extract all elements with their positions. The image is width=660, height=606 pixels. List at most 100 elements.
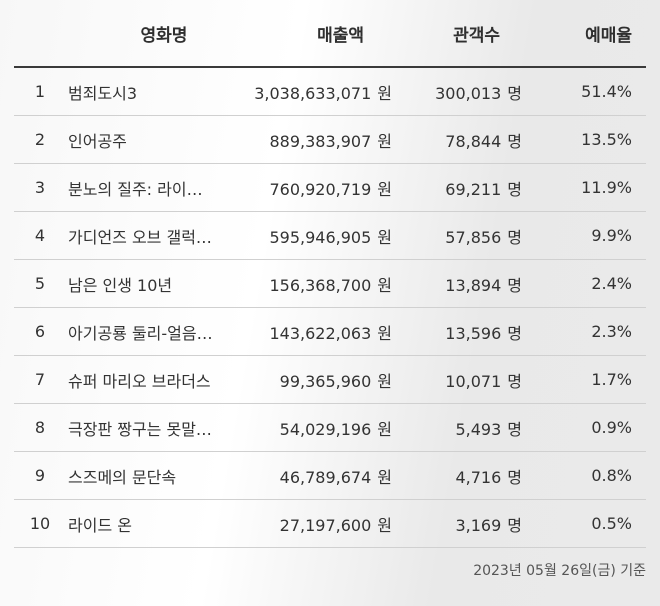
audience-cell: 4,716 명 — [394, 451, 524, 500]
rank-cell: 3 — [14, 163, 64, 212]
rank-cell: 2 — [14, 115, 64, 164]
table-body: 1 범죄도시3 3,038,633,071 원 300,013 명 51.4% 2 인어공주 88… — [14, 67, 646, 548]
table-row[interactable]: 4 가디언즈 오브 갤럭… 595,946,905 원 57,856 명 9.9% — [14, 211, 646, 260]
rank-cell: 5 — [14, 259, 64, 308]
header-sales: 매출액 — [244, 0, 394, 68]
audience-value: 300,013 — [435, 83, 502, 103]
movie-title[interactable]: 인어공주 — [64, 115, 244, 164]
people-unit: 명 — [507, 323, 522, 343]
table-row[interactable]: 2 인어공주 889,383,907 원 78,844 명 13.5% — [14, 115, 646, 164]
currency-unit: 원 — [377, 275, 392, 295]
rank-cell: 9 — [14, 451, 64, 500]
currency-unit: 원 — [377, 467, 392, 487]
sales-cell: 27,197,600 원 — [244, 499, 394, 548]
sales-cell: 889,383,907 원 — [244, 115, 394, 164]
rate-cell: 51.4% — [524, 67, 646, 116]
rate-cell: 9.9% — [524, 211, 646, 260]
sales-cell: 143,622,063 원 — [244, 307, 394, 356]
audience-cell: 69,211 명 — [394, 163, 524, 212]
audience-value: 78,844 — [445, 131, 502, 151]
movie-title[interactable]: 라이드 온 — [64, 499, 244, 548]
rate-cell: 11.9% — [524, 163, 646, 212]
people-unit: 명 — [507, 179, 522, 199]
audience-value: 4,716 — [455, 467, 502, 487]
rank-cell: 7 — [14, 355, 64, 404]
movie-title[interactable]: 극장판 짱구는 못말… — [64, 403, 244, 452]
rate-cell: 0.8% — [524, 451, 646, 500]
people-unit: 명 — [507, 371, 522, 391]
audience-value: 13,894 — [445, 275, 502, 295]
rank-cell: 6 — [14, 307, 64, 356]
movie-title[interactable]: 슈퍼 마리오 브라더스 — [64, 355, 244, 404]
box-office-table: 영화명 매출액 관객수 예매율 1 범죄도시3 3,038,633,071 원 300,… — [14, 0, 646, 548]
rank-cell: 4 — [14, 211, 64, 260]
currency-unit: 원 — [377, 179, 392, 199]
sales-value: 760,920,719 — [269, 179, 372, 199]
audience-cell: 3,169 명 — [394, 499, 524, 548]
currency-unit: 원 — [377, 83, 392, 103]
currency-unit: 원 — [377, 131, 392, 151]
currency-unit: 원 — [377, 227, 392, 247]
sales-value: 156,368,700 — [269, 275, 372, 295]
audience-cell: 10,071 명 — [394, 355, 524, 404]
audience-cell: 78,844 명 — [394, 115, 524, 164]
sales-cell: 46,789,674 원 — [244, 451, 394, 500]
audience-value: 69,211 — [445, 179, 502, 199]
table-row[interactable]: 7 슈퍼 마리오 브라더스 99,365,960 원 10,071 명 1.7% — [14, 355, 646, 404]
table-row[interactable]: 3 분노의 질주: 라이… 760,920,719 원 69,211 명 11.9% — [14, 163, 646, 212]
table-row[interactable]: 9 스즈메의 문단속 46,789,674 원 4,716 명 0.8% — [14, 451, 646, 500]
table-row[interactable]: 8 극장판 짱구는 못말… 54,029,196 원 5,493 명 0.9% — [14, 403, 646, 452]
sales-cell: 99,365,960 원 — [244, 355, 394, 404]
sales-value: 889,383,907 — [269, 131, 372, 151]
header-audience: 관객수 — [394, 0, 524, 68]
sales-value: 27,197,600 — [279, 515, 372, 535]
table-header: 영화명 매출액 관객수 예매율 — [14, 0, 646, 68]
sales-cell: 760,920,719 원 — [244, 163, 394, 212]
people-unit: 명 — [507, 83, 522, 103]
rate-cell: 2.4% — [524, 259, 646, 308]
table-row[interactable]: 5 남은 인생 10년 156,368,700 원 13,894 명 2.4% — [14, 259, 646, 308]
movie-title[interactable]: 아기공룡 둘리-얼음… — [64, 307, 244, 356]
people-unit: 명 — [507, 275, 522, 295]
rate-cell: 2.3% — [524, 307, 646, 356]
header-rank — [14, 0, 64, 68]
audience-value: 57,856 — [445, 227, 502, 247]
audience-cell: 300,013 명 — [394, 67, 524, 116]
audience-cell: 57,856 명 — [394, 211, 524, 260]
people-unit: 명 — [507, 131, 522, 151]
audience-value: 3,169 — [455, 515, 502, 535]
audience-value: 10,071 — [445, 371, 502, 391]
sales-cell: 156,368,700 원 — [244, 259, 394, 308]
sales-value: 99,365,960 — [279, 371, 372, 391]
movie-title[interactable]: 분노의 질주: 라이… — [64, 163, 244, 212]
rank-cell: 8 — [14, 403, 64, 452]
header-title: 영화명 — [64, 0, 244, 68]
currency-unit: 원 — [377, 419, 392, 439]
date-note: 2023년 05월 26일(금) 기준 — [473, 563, 646, 579]
movie-title[interactable]: 남은 인생 10년 — [64, 259, 244, 308]
rate-cell: 0.5% — [524, 499, 646, 548]
audience-cell: 5,493 명 — [394, 403, 524, 452]
table-row[interactable]: 10 라이드 온 27,197,600 원 3,169 명 0.5% — [14, 499, 646, 548]
sales-cell: 595,946,905 원 — [244, 211, 394, 260]
sales-value: 3,038,633,071 — [254, 83, 372, 103]
sales-value: 595,946,905 — [269, 227, 372, 247]
currency-unit: 원 — [377, 371, 392, 391]
audience-value: 13,596 — [445, 323, 502, 343]
sales-cell: 54,029,196 원 — [244, 403, 394, 452]
movie-title[interactable]: 스즈메의 문단속 — [64, 451, 244, 500]
rate-cell: 13.5% — [524, 115, 646, 164]
people-unit: 명 — [507, 467, 522, 487]
currency-unit: 원 — [377, 515, 392, 535]
header-rate: 예매율 — [524, 0, 646, 68]
movie-title[interactable]: 범죄도시3 — [64, 67, 244, 116]
audience-value: 5,493 — [455, 419, 502, 439]
table-row[interactable]: 1 범죄도시3 3,038,633,071 원 300,013 명 51.4% — [14, 67, 646, 116]
rank-cell: 1 — [14, 67, 64, 116]
rank-cell: 10 — [14, 499, 64, 548]
people-unit: 명 — [507, 227, 522, 247]
table-row[interactable]: 6 아기공룡 둘리-얼음… 143,622,063 원 13,596 명 2.3% — [14, 307, 646, 356]
people-unit: 명 — [507, 419, 522, 439]
movie-title[interactable]: 가디언즈 오브 갤럭… — [64, 211, 244, 260]
people-unit: 명 — [507, 515, 522, 535]
